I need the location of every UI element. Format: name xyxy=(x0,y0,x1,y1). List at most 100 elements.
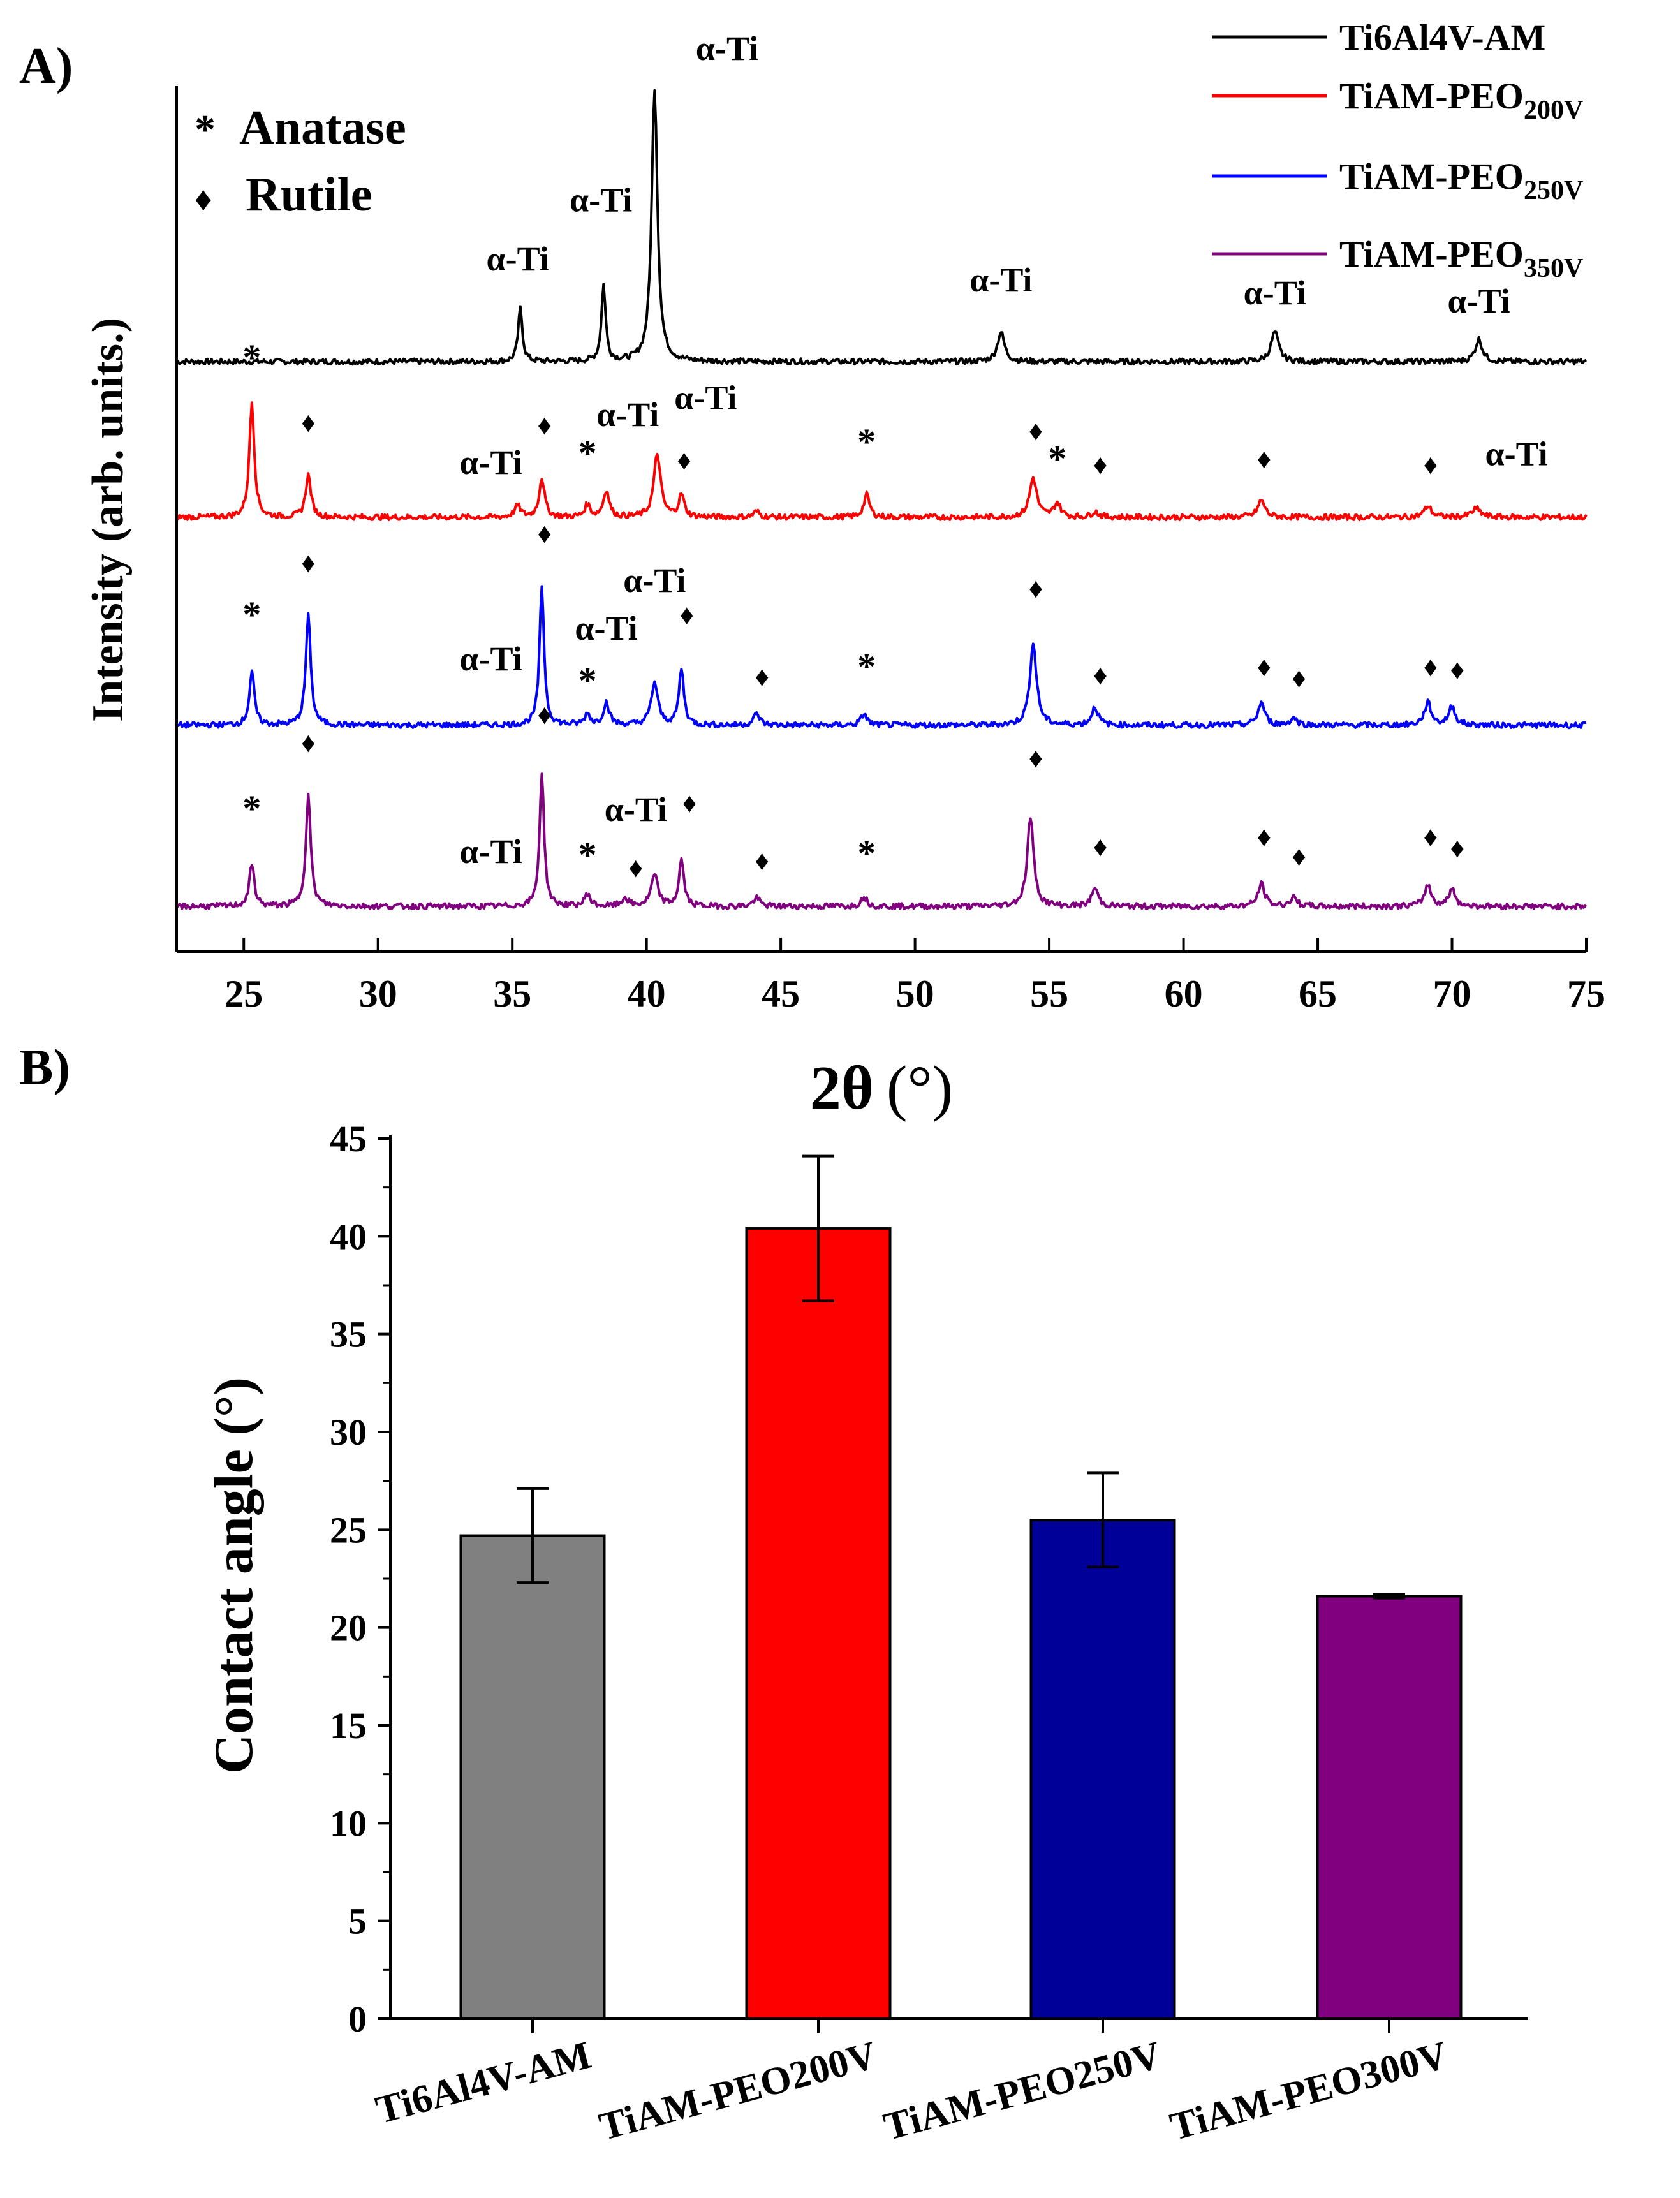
error-bars xyxy=(517,1154,1405,1600)
peak-annotations: α-Tiα-Tiα-Tiα-Ti α-Ti α-Ti*♦α-Ti♦*α-Ti α-Ti… xyxy=(242,29,1547,883)
rutile-marker: ♦ xyxy=(301,547,315,579)
legend-ti6al4v-am: Ti6Al4V-AM xyxy=(1212,17,1545,58)
category-label-ti6al4v-am: Ti6Al4V-AM xyxy=(371,2033,595,2132)
series-legend: Ti6Al4V-AM TiAM-PEO200V TiAM-PEO250V TiA… xyxy=(1212,17,1583,283)
rutile-marker: ♦ xyxy=(1292,663,1306,694)
anatase-marker: * xyxy=(242,594,261,635)
x-tick-label: 35 xyxy=(493,973,531,1015)
error-bar-tiam-peo200v xyxy=(802,1154,834,1302)
rutile-marker: ♦ xyxy=(301,727,315,758)
rutile-marker: ♦ xyxy=(1424,651,1438,682)
alpha-ti-label: α-Ti xyxy=(570,181,632,219)
rutile-marker: ♦ xyxy=(1029,573,1043,604)
rutile-marker: ♦ xyxy=(1029,415,1043,446)
legend-label-tiam-peo200v: TiAM-PEO200V xyxy=(1339,75,1583,125)
alpha-ti-label: α-Ti xyxy=(596,395,659,434)
rutile-marker: ♦ xyxy=(677,445,691,476)
rutile-marker: ♦ xyxy=(1424,449,1438,480)
alpha-ti-label: α-Ti xyxy=(575,609,637,647)
x-axis-label: 2θ (°) xyxy=(810,1054,954,1123)
anatase-marker: * xyxy=(857,645,876,687)
legend-label-tiam-peo350v: TiAM-PEO350V xyxy=(1339,233,1583,283)
legend-tiam-peo350v: TiAM-PEO350V xyxy=(1212,233,1583,283)
rutile-marker: ♦ xyxy=(537,409,551,441)
bars xyxy=(459,1227,1463,2021)
rutile-marker: ♦ xyxy=(1093,660,1107,691)
legend-label-ti6al4v-am: Ti6Al4V-AM xyxy=(1339,17,1545,58)
y-axis-ticks: 0 5 10 15 20 25 30 35 40 45 xyxy=(330,1118,390,2040)
anatase-marker: * xyxy=(578,432,597,474)
rutile-marker: ♦ xyxy=(1450,832,1464,864)
alpha-ti-label: α-Ti xyxy=(605,790,667,829)
panel-a-label: A) xyxy=(19,38,73,94)
xrd-trace-tiam-peo200v xyxy=(175,401,1588,522)
y-tick-label: 10 xyxy=(330,1803,367,1844)
xrd-traces xyxy=(175,89,1588,911)
bar-tiam-peo250v xyxy=(1029,1519,1176,2020)
legend-tiam-peo200v: TiAM-PEO200V xyxy=(1212,75,1583,125)
x-tick-label: 65 xyxy=(1299,973,1337,1015)
y-tick-label: 5 xyxy=(348,1901,367,1942)
rutile-marker: ♦ xyxy=(1292,841,1306,872)
alpha-ti-label: α-Ti xyxy=(487,240,549,278)
legend-rutile: ♦ Rutile xyxy=(195,168,372,221)
rutile-marker: ♦ xyxy=(1424,821,1438,852)
anatase-marker: * xyxy=(578,834,597,875)
bar-tiam-peo300v xyxy=(1316,1595,1463,2021)
alpha-ti-label: α-Ti xyxy=(696,29,758,68)
panel-b-label: B) xyxy=(19,1040,70,1096)
alpha-ti-label: α-Ti xyxy=(1485,435,1548,473)
anatase-marker: * xyxy=(857,421,876,462)
anatase-label: Anatase xyxy=(239,101,406,154)
rutile-marker: ♦ xyxy=(1093,831,1107,862)
alpha-ti-label: α-Ti xyxy=(459,443,522,482)
error-bar-tiam-peo300v xyxy=(1373,1593,1405,1600)
error-bar-ti6al4v-am xyxy=(517,1487,549,1584)
x-tick-label: 60 xyxy=(1165,973,1203,1015)
y-tick-label: 15 xyxy=(330,1705,367,1746)
rutile-marker: ♦ xyxy=(1450,654,1464,685)
panel-a-xrd-chart: A) α-Tiα-Tiα-Tiα-Ti α-Ti α-Ti*♦α-Ti♦*α-Ti α… xyxy=(19,17,1605,1123)
x-tick-label: 40 xyxy=(628,973,666,1015)
anatase-marker: * xyxy=(857,832,876,874)
x-tick-label: 45 xyxy=(762,973,800,1015)
rutile-marker: ♦ xyxy=(680,600,694,631)
xrd-trace-tiam-peo350v xyxy=(176,772,1588,911)
rutile-marker: ♦ xyxy=(301,407,315,438)
alpha-ti-label: α-Ti xyxy=(674,379,737,417)
legend-label-tiam-peo250v: TiAM-PEO250V xyxy=(1339,156,1583,205)
rutile-marker: ♦ xyxy=(537,518,551,549)
rutile-symbol: ♦ xyxy=(195,180,212,218)
x-axis-ticks: 25 30 35 40 45 50 55 60 65 70 75 xyxy=(225,938,1605,1015)
legend-tiam-peo250v: TiAM-PEO250V xyxy=(1212,156,1583,205)
x-tick-label: 25 xyxy=(225,973,263,1015)
anatase-marker: * xyxy=(242,788,261,829)
anatase-marker: * xyxy=(242,337,261,378)
alpha-ti-label: α-Ti xyxy=(459,832,522,871)
legend-anatase: * Anatase xyxy=(195,101,406,154)
y-tick-label: 35 xyxy=(330,1314,367,1355)
x-tick-label: 70 xyxy=(1433,973,1471,1015)
y-tick-label: 40 xyxy=(330,1216,367,1257)
bar-ti6al4v-am xyxy=(459,1534,606,2021)
x-tick-label: 50 xyxy=(896,973,934,1015)
alpha-ti-label: α-Ti xyxy=(969,261,1032,299)
x-axis-label-unit: (°) xyxy=(887,1054,953,1123)
alpha-ti-label: α-Ti xyxy=(1244,274,1306,312)
rutile-marker: ♦ xyxy=(1029,742,1043,774)
y-axis-label: Intensity (arb. units.) xyxy=(84,318,133,722)
rutile-marker: ♦ xyxy=(755,661,769,692)
category-label-tiam-peo300v: TiAM-PEO300V xyxy=(1166,2033,1452,2149)
alpha-ti-label: α-Ti xyxy=(459,640,522,678)
alpha-ti-label: α-Ti xyxy=(623,561,686,600)
rutile-marker: ♦ xyxy=(1093,449,1107,480)
rutile-marker: ♦ xyxy=(755,845,769,876)
y-tick-label: 20 xyxy=(330,1607,367,1649)
rutile-marker: ♦ xyxy=(1257,443,1271,475)
y-tick-label: 0 xyxy=(348,1998,367,2040)
error-bar-tiam-peo250v xyxy=(1087,1471,1119,1568)
category-label-tiam-peo250v: TiAM-PEO250V xyxy=(880,2033,1166,2149)
